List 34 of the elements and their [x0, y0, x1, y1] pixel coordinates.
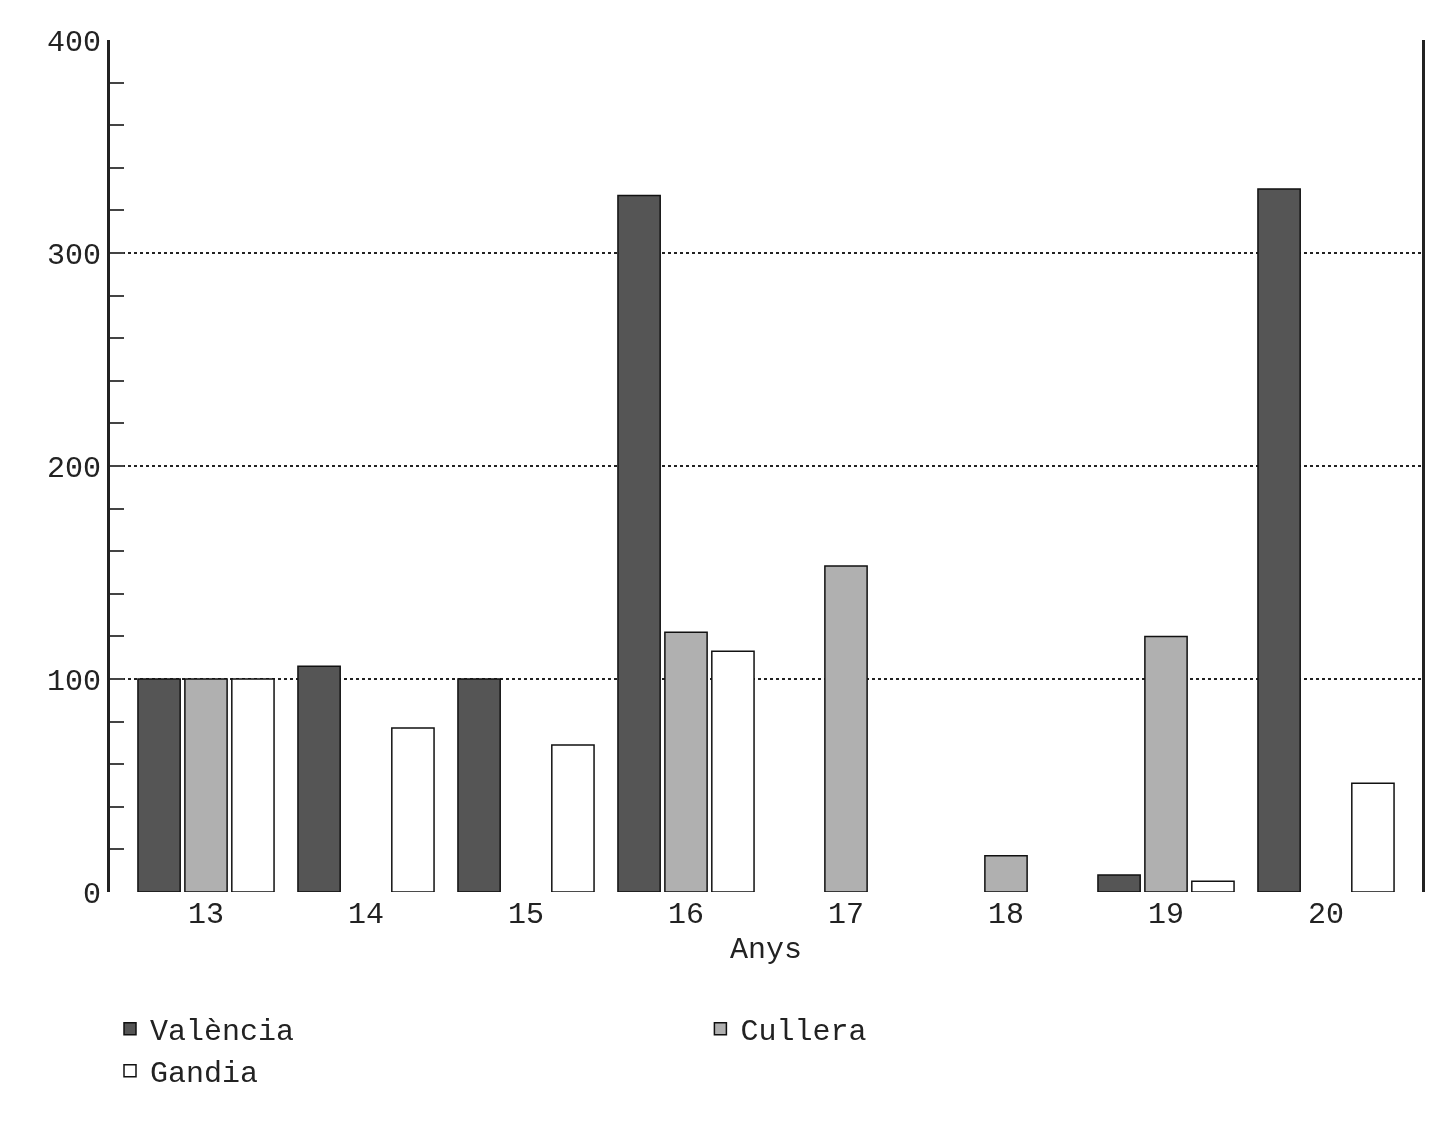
bar [664, 631, 708, 892]
legend-label: Cullera [740, 1015, 867, 1050]
bar [1144, 635, 1188, 892]
bar [1257, 188, 1301, 892]
bar [391, 727, 435, 892]
legend-label: Gandia [150, 1057, 259, 1092]
bar [1097, 874, 1141, 892]
bar [184, 678, 228, 892]
legend-label: València [150, 1015, 295, 1050]
y-tick-label: 300 [46, 238, 101, 273]
x-tick-label: 16 [667, 898, 705, 932]
bar [457, 678, 501, 892]
bar [1191, 880, 1235, 892]
y-tick-label: 200 [46, 451, 101, 486]
bar [711, 650, 755, 892]
x-tick-label: 17 [827, 898, 865, 932]
x-tick-label: 20 [1307, 898, 1345, 932]
y-tick-label: 400 [46, 25, 101, 60]
bar [617, 194, 661, 892]
y-tick-label: 0 [82, 877, 101, 912]
bar [297, 665, 341, 892]
bar [551, 744, 595, 892]
x-axis-title: Anys [729, 932, 803, 967]
y-tick-label: 100 [46, 664, 101, 699]
bar [137, 678, 181, 892]
x-tick-label: 14 [347, 898, 385, 932]
x-tick-label: 15 [507, 898, 545, 932]
bar [1351, 782, 1395, 892]
x-tick-label: 19 [1147, 898, 1185, 932]
bar [231, 678, 275, 892]
bar [824, 565, 868, 892]
x-tick-label: 13 [187, 898, 225, 932]
bar [984, 855, 1028, 892]
x-tick-label: 18 [987, 898, 1025, 932]
